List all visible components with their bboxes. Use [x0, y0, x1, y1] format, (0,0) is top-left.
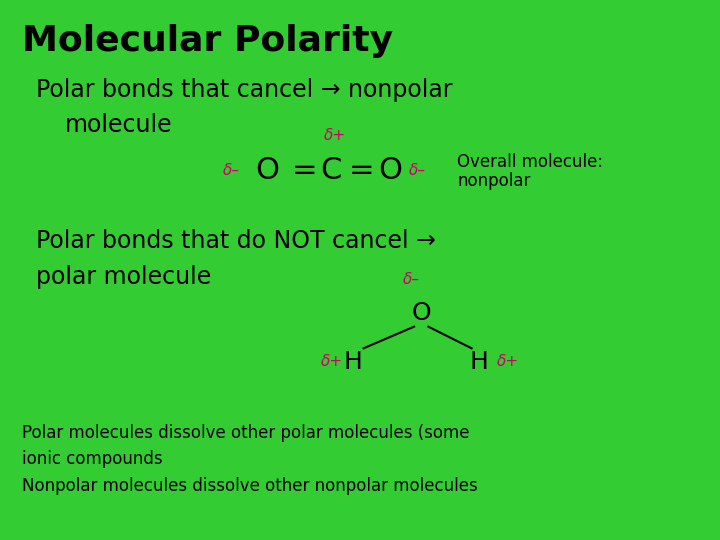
Text: Polar molecules dissolve other polar molecules (some
ionic compounds
Nonpolar mo: Polar molecules dissolve other polar mol… — [22, 424, 477, 495]
Text: nonpolar: nonpolar — [457, 172, 531, 190]
Text: Polar bonds that do NOT cancel →: Polar bonds that do NOT cancel → — [36, 230, 436, 253]
Text: H: H — [469, 350, 488, 374]
Text: δ–: δ– — [223, 163, 240, 178]
Text: δ+: δ+ — [497, 354, 519, 369]
Text: δ+: δ+ — [324, 127, 346, 143]
Text: Polar bonds that cancel → nonpolar: Polar bonds that cancel → nonpolar — [36, 78, 452, 102]
Text: δ+: δ+ — [320, 354, 343, 369]
Text: =: = — [349, 156, 375, 185]
Text: δ–: δ– — [403, 272, 420, 287]
Text: polar molecule: polar molecule — [36, 265, 211, 288]
Text: Overall molecule:: Overall molecule: — [457, 153, 603, 171]
Text: δ–: δ– — [409, 163, 426, 178]
Text: =: = — [292, 156, 318, 185]
Text: H: H — [343, 350, 362, 374]
Text: O: O — [378, 156, 402, 185]
Text: O: O — [256, 156, 279, 185]
Text: Molecular Polarity: Molecular Polarity — [22, 24, 392, 58]
Text: C: C — [320, 156, 342, 185]
Text: molecule: molecule — [65, 113, 172, 137]
Text: O: O — [411, 301, 431, 325]
